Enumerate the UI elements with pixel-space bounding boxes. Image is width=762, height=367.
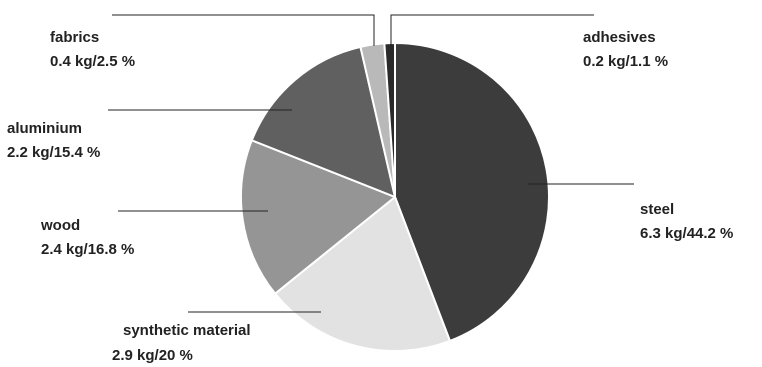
- pie-slice-wood: [240, 139, 396, 295]
- leader-line-adhesives: [390, 14, 594, 46]
- label-aluminium-value: 2.2 kg/15.4 %: [7, 144, 100, 161]
- leader-line-fabrics: [112, 14, 375, 46]
- label-synthetic-material: synthetic material 2.9 kg/20 %: [112, 322, 251, 364]
- label-aluminium: aluminium 2.2 kg/15.4 %: [7, 120, 100, 161]
- pie-slices: [240, 42, 550, 352]
- label-steel-name: steel: [640, 201, 674, 218]
- label-wood-name: wood: [40, 217, 80, 234]
- pie-slice-aluminium: [250, 45, 396, 198]
- label-fabrics-name: fabrics: [50, 29, 99, 46]
- pie-slice-steel: [394, 42, 550, 342]
- label-synthetic-material-name: synthetic material: [123, 322, 251, 339]
- label-fabrics-value: 0.4 kg/2.5 %: [50, 53, 135, 70]
- label-wood: wood 2.4 kg/16.8 %: [40, 217, 134, 258]
- label-adhesives-name: adhesives: [583, 29, 656, 46]
- label-synthetic-material-value: 2.9 kg/20 %: [112, 347, 193, 364]
- label-fabrics: fabrics 0.4 kg/2.5 %: [50, 29, 135, 70]
- label-steel-value: 6.3 kg/44.2 %: [640, 225, 733, 242]
- label-aluminium-name: aluminium: [7, 120, 82, 137]
- label-adhesives: adhesives 0.2 kg/1.1 %: [583, 29, 668, 70]
- label-wood-value: 2.4 kg/16.8 %: [41, 241, 134, 258]
- leader-lines: [108, 14, 634, 313]
- label-adhesives-value: 0.2 kg/1.1 %: [583, 53, 668, 70]
- pie-slice-adhesives: [383, 42, 396, 198]
- label-steel: steel 6.3 kg/44.2 %: [640, 201, 733, 242]
